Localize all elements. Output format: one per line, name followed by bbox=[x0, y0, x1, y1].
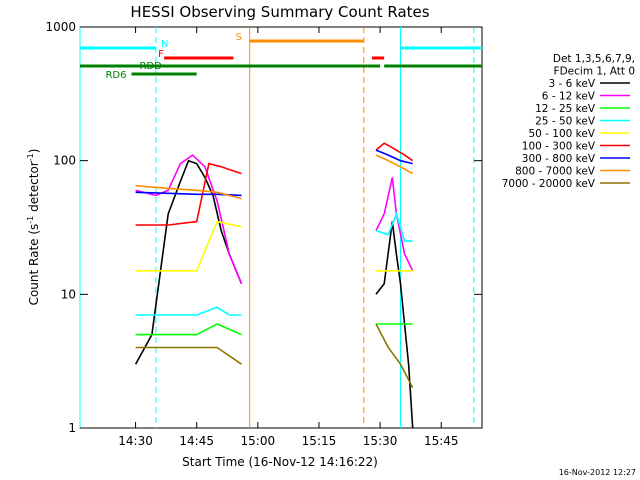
legend-label-7000-20000-kev: 7000 - 20000 keV bbox=[502, 178, 596, 190]
legend-label-300-800-kev: 300 - 800 keV bbox=[522, 153, 596, 165]
x-tick-label-15-45: 15:45 bbox=[424, 434, 459, 448]
y-axis-label: Count Rate (s-1 detector-1) bbox=[26, 149, 41, 306]
series-line-300-800-kev-2 bbox=[375, 149, 413, 165]
y-axis-label-part1: Count Rate (s bbox=[27, 224, 41, 306]
y-tick-label-10: 10 bbox=[61, 287, 76, 301]
y-axis-ticks: 1 10 100 1000 bbox=[45, 20, 482, 435]
y-axis-label-part3: ) bbox=[27, 149, 41, 154]
flag-label-n: N bbox=[161, 39, 168, 50]
series-line-800-7000-kev-2 bbox=[375, 154, 414, 175]
timestamp: 16-Nov-2012 12:27 bbox=[559, 468, 636, 477]
series-line-100-300-kev-1 bbox=[135, 162, 242, 226]
series-line-3-6-kev-2 bbox=[375, 221, 414, 429]
data-series bbox=[134, 142, 414, 429]
y-tick-label-1: 1 bbox=[68, 421, 76, 435]
y-axis-label-sup1: -1 bbox=[26, 216, 35, 224]
legend-label-3-6-kev: 3 - 6 keV bbox=[548, 78, 595, 90]
legend-header-line-1: Det 1,3,5,6,7,9, bbox=[553, 53, 635, 65]
series-line-25-50-kev-2 bbox=[375, 211, 413, 242]
series-line-12-25-kev-1 bbox=[135, 323, 242, 336]
legend-label-12-25-kev: 12 - 25 keV bbox=[535, 103, 596, 115]
legend-label-6-12-kev: 6 - 12 keV bbox=[542, 91, 596, 103]
y-tick-label-1000: 1000 bbox=[45, 20, 76, 34]
series-line-50-100-kev-1 bbox=[135, 220, 242, 272]
legend-label-50-100-kev: 50 - 100 keV bbox=[528, 128, 595, 140]
series-line-6-12-kev-2 bbox=[375, 177, 414, 272]
series-line-7000-20000-kev-2 bbox=[375, 323, 414, 389]
flag-label-s: S bbox=[236, 32, 242, 43]
x-tick-label-15-30: 15:30 bbox=[363, 434, 398, 448]
x-axis-ticks: 14:30 14:45 15:00 15:15 15:30 15:45 bbox=[118, 27, 459, 448]
y-axis-label-sup2: -1 bbox=[26, 153, 35, 161]
flag-label-f: F bbox=[158, 49, 164, 60]
flag-label-rdd: RDD bbox=[139, 61, 162, 72]
legend-label-800-7000-kev: 800 - 7000 keV bbox=[515, 166, 596, 178]
plot-area bbox=[79, 26, 483, 429]
x-tick-label-14-30: 14:30 bbox=[118, 434, 153, 448]
series-line-800-7000-kev-1 bbox=[135, 184, 242, 200]
series-line-100-300-kev-2 bbox=[375, 142, 414, 162]
time-marker-lines bbox=[79, 27, 475, 428]
series-line-25-50-kev-1 bbox=[135, 306, 242, 316]
x-axis-label: Start Time (16-Nov-12 14:16:22) bbox=[182, 455, 378, 469]
legend-label-25-50-kev: 25 - 50 keV bbox=[535, 116, 596, 128]
flag-label-rd6: RD6 bbox=[105, 70, 126, 81]
y-tick-label-100: 100 bbox=[53, 154, 76, 168]
x-tick-label-15-00: 15:00 bbox=[241, 434, 276, 448]
series-line-6-12-kev-1 bbox=[135, 154, 243, 285]
x-tick-label-15-15: 15:15 bbox=[302, 434, 337, 448]
y-axis-label-part2: detector bbox=[27, 161, 41, 216]
legend: Det 1,3,5,6,7,9,FDecim 1, Att 03 - 6 keV… bbox=[502, 53, 635, 190]
legend-label-100-300-kev: 100 - 300 keV bbox=[522, 141, 596, 153]
legend-header-line-2: FDecim 1, Att 0 bbox=[554, 66, 635, 78]
series-line-3-6-kev-1 bbox=[134, 159, 243, 365]
chart-title: HESSI Observing Summary Count Rates bbox=[130, 3, 429, 21]
x-tick-label-14-45: 14:45 bbox=[179, 434, 214, 448]
series-line-7000-20000-kev-1 bbox=[135, 346, 242, 365]
